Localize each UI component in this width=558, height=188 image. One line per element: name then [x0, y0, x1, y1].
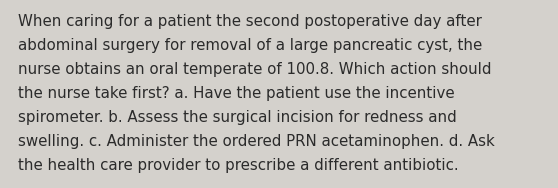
Text: the health care provider to prescribe a different antibiotic.: the health care provider to prescribe a … — [18, 158, 459, 173]
Text: nurse obtains an oral temperate of 100.8. Which action should: nurse obtains an oral temperate of 100.8… — [18, 62, 492, 77]
Text: the nurse take first? a. Have the patient use the incentive: the nurse take first? a. Have the patien… — [18, 86, 455, 101]
Text: swelling. c. Administer the ordered PRN acetaminophen. d. Ask: swelling. c. Administer the ordered PRN … — [18, 134, 495, 149]
Text: When caring for a patient the second postoperative day after: When caring for a patient the second pos… — [18, 14, 482, 29]
Text: abdominal surgery for removal of a large pancreatic cyst, the: abdominal surgery for removal of a large… — [18, 38, 482, 53]
Text: spirometer. b. Assess the surgical incision for redness and: spirometer. b. Assess the surgical incis… — [18, 110, 457, 125]
